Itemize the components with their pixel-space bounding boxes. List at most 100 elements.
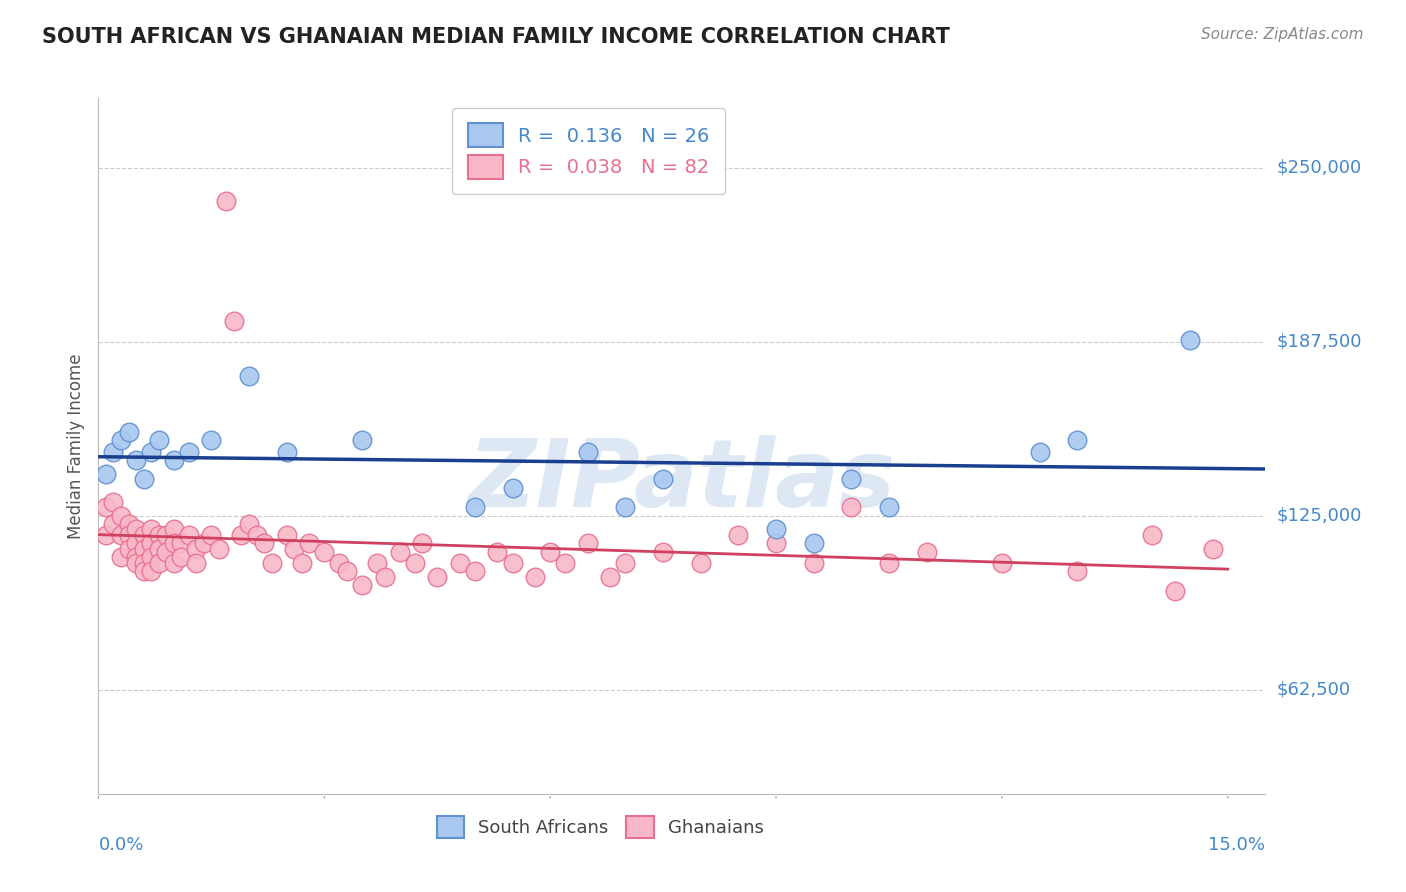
Point [449, 556, 471, 570]
Point [177, 528, 200, 542]
Point [170, 536, 193, 550]
Point [614, 500, 637, 515]
Point [350, 578, 373, 592]
Point [94, 500, 117, 515]
Point [614, 556, 637, 570]
Point [186, 541, 208, 556]
Point [765, 523, 787, 537]
Point [132, 564, 155, 578]
Point [486, 545, 509, 559]
Point [200, 528, 222, 542]
Point [103, 444, 125, 458]
Point [298, 536, 321, 550]
Point [155, 545, 177, 559]
Point [839, 500, 862, 515]
Point [502, 556, 524, 570]
Point [411, 536, 433, 550]
Text: $250,000: $250,000 [1277, 159, 1362, 177]
Text: Source: ZipAtlas.com: Source: ZipAtlas.com [1201, 27, 1364, 42]
Text: 15.0%: 15.0% [1208, 836, 1265, 854]
Point [238, 369, 260, 384]
Point [186, 556, 208, 570]
Text: ZIPatlas: ZIPatlas [468, 434, 896, 527]
Point [260, 556, 283, 570]
Point [117, 528, 139, 542]
Point [803, 556, 825, 570]
Point [215, 194, 238, 208]
Point [132, 541, 155, 556]
Point [803, 536, 825, 550]
Point [170, 550, 193, 565]
Point [94, 467, 117, 481]
Point [388, 545, 411, 559]
Point [139, 564, 162, 578]
Point [125, 550, 148, 565]
Point [727, 528, 749, 542]
Point [139, 444, 162, 458]
Point [524, 570, 547, 584]
Point [765, 536, 787, 550]
Point [1178, 333, 1201, 347]
Point [877, 500, 900, 515]
Text: $62,500: $62,500 [1277, 681, 1351, 698]
Point [132, 528, 155, 542]
Point [276, 528, 298, 542]
Point [538, 545, 561, 559]
Text: $125,000: $125,000 [1277, 507, 1362, 524]
Text: 0.0%: 0.0% [98, 836, 143, 854]
Point [253, 536, 276, 550]
Point [110, 508, 132, 523]
Point [328, 556, 350, 570]
Point [1164, 583, 1187, 598]
Point [689, 556, 711, 570]
Point [276, 444, 298, 458]
Point [915, 545, 938, 559]
Point [464, 500, 486, 515]
Point [139, 536, 162, 550]
Legend: South Africans, Ghanaians: South Africans, Ghanaians [427, 807, 773, 847]
Point [314, 545, 336, 559]
Point [373, 570, 395, 584]
Point [283, 541, 305, 556]
Point [139, 550, 162, 565]
Point [231, 528, 253, 542]
Point [163, 453, 186, 467]
Point [554, 556, 576, 570]
Point [117, 541, 139, 556]
Y-axis label: Median Family Income: Median Family Income [66, 353, 84, 539]
Point [1202, 541, 1225, 556]
Point [877, 556, 900, 570]
Point [148, 434, 170, 448]
Point [1066, 564, 1088, 578]
Point [366, 556, 388, 570]
Point [148, 556, 170, 570]
Text: SOUTH AFRICAN VS GHANAIAN MEDIAN FAMILY INCOME CORRELATION CHART: SOUTH AFRICAN VS GHANAIAN MEDIAN FAMILY … [42, 27, 950, 46]
Point [426, 570, 449, 584]
Point [1142, 528, 1164, 542]
Point [163, 556, 186, 570]
Point [502, 481, 524, 495]
Point [103, 494, 125, 508]
Point [599, 570, 621, 584]
Point [238, 516, 260, 531]
Point [222, 314, 245, 328]
Point [652, 472, 675, 486]
Point [193, 536, 215, 550]
Point [132, 472, 155, 486]
Point [155, 528, 177, 542]
Point [110, 528, 132, 542]
Point [404, 556, 426, 570]
Point [110, 550, 132, 565]
Point [163, 523, 186, 537]
Point [336, 564, 359, 578]
Point [148, 528, 170, 542]
Point [94, 528, 117, 542]
Point [576, 444, 599, 458]
Point [117, 516, 139, 531]
Point [291, 556, 314, 570]
Point [464, 564, 486, 578]
Point [132, 556, 155, 570]
Point [576, 536, 599, 550]
Point [177, 444, 200, 458]
Point [1066, 434, 1088, 448]
